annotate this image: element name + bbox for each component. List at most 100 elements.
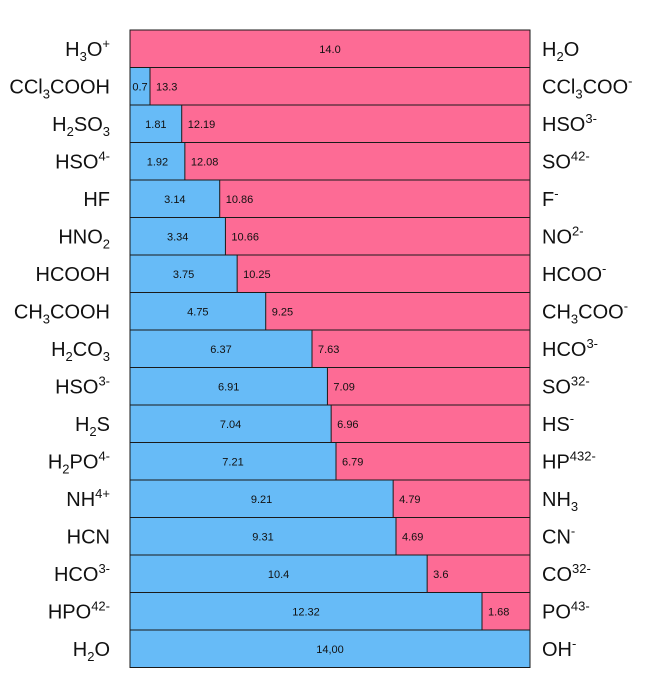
acid-bar <box>129 179 221 218</box>
acid-bar <box>129 367 328 406</box>
acid-value-label: 3.14 <box>164 194 185 206</box>
acid-formula-label: H2CO3 <box>51 339 110 364</box>
acid-bar <box>129 629 531 668</box>
base-formula-label: SO32- <box>542 373 590 398</box>
acid-formula-label: HCN <box>67 526 110 548</box>
base-value-label: 1.68 <box>488 606 509 618</box>
base-formula-label: NH3 <box>542 489 578 514</box>
acid-value-label: 0.7 <box>132 81 147 93</box>
chart-row: 10.4 3.6 HCO3- CO32- <box>54 554 591 593</box>
acid-value-label: 6.91 <box>218 381 239 393</box>
acid-value-label: 7.21 <box>222 456 243 468</box>
acid-value-label: 3.34 <box>167 231 188 243</box>
acid-formula-label: H2S <box>75 414 110 439</box>
chart-row: 3.14 10.86 HF F- <box>83 179 559 218</box>
chart-row: 6.91 7.09 HSO3- SO32- <box>55 367 590 406</box>
chart-row: 1.92 12.08 HSO4- SO42- <box>55 142 590 181</box>
base-value-label: 4.79 <box>399 494 420 506</box>
acid-formula-label: HCOOH <box>36 264 110 286</box>
base-value-label: 13.3 <box>156 81 177 93</box>
acid-formula-label: HCO3- <box>54 561 110 586</box>
acid-value-label: 14,00 <box>316 644 344 656</box>
acid-formula-label: H2PO4- <box>48 448 110 476</box>
chart-row: 3.34 10.66 HNO2 NO2- <box>58 217 584 256</box>
chart-row: 9.21 4.79 NH4+ NH3 <box>66 479 578 518</box>
acid-value-label: 6.37 <box>210 344 231 356</box>
base-value-label: 10.86 <box>226 194 254 206</box>
base-value-label: 6.79 <box>342 456 363 468</box>
base-formula-label: F- <box>542 186 559 211</box>
base-value-label: 6.96 <box>337 419 358 431</box>
acid-formula-label: NH4+ <box>66 486 110 511</box>
base-formula-label: HSO3- <box>542 111 597 136</box>
acid-formula-label: H3O+ <box>65 36 110 64</box>
acid-bar <box>129 329 313 368</box>
base-formula-label: CN- <box>542 523 575 548</box>
acid-bar <box>129 479 394 518</box>
base-value-label: 4.69 <box>402 531 423 543</box>
base-value-label: 12.08 <box>191 156 219 168</box>
chart-row: 6.37 7.63 H2CO3 HCO3- <box>51 329 598 368</box>
chart-row: 3.75 10.25 HCOOH HCOO- <box>36 254 606 293</box>
acid-formula-label: HPO42- <box>48 598 110 623</box>
acid-bar <box>129 517 397 556</box>
chart-row: 9.31 4.69 HCN CN- <box>67 517 575 556</box>
base-value-label: 9.25 <box>272 306 293 318</box>
acid-bar <box>129 217 226 256</box>
acid-formula-label: H2O <box>73 639 110 664</box>
acid-bar <box>129 404 332 443</box>
chart-row: 4.75 9.25 CH3COOH CH3COO- <box>14 292 628 331</box>
acid-formula-label: HF <box>83 189 110 211</box>
chart-row: 1.81 12.19 H2SO3 HSO3- <box>52 104 597 143</box>
base-bar <box>129 104 531 143</box>
base-formula-label: CH3COO- <box>542 298 628 326</box>
base-bar <box>129 29 531 68</box>
acid-value-label: 10.4 <box>268 569 289 581</box>
acid-formula-label: CH3COOH <box>14 301 110 326</box>
chart-row: 7.21 6.79 H2PO4- HP432- <box>48 442 596 481</box>
base-formula-label: CCl3COO- <box>542 73 632 101</box>
acid-value-label: 9.31 <box>252 531 273 543</box>
chart-row: 0.7 13.3 CCl3COOH CCl3COO- <box>9 67 632 106</box>
chart-row: 12.32 1.68 HPO42- PO43- <box>48 592 590 631</box>
acid-formula-label: H2SO3 <box>52 114 110 139</box>
base-value-label: 14.0 <box>319 44 340 56</box>
base-value-label: 10.66 <box>231 231 259 243</box>
acid-bar <box>129 554 428 593</box>
acid-value-label: 3.75 <box>173 269 194 281</box>
base-bar <box>129 67 531 106</box>
chart-row: 14,00 H2O OH- <box>73 629 576 668</box>
acid-value-label: 7.04 <box>220 419 241 431</box>
acid-bar <box>129 592 483 631</box>
base-formula-label: HP432- <box>542 448 596 473</box>
acid-value-label: 4.75 <box>187 306 208 318</box>
base-formula-label: PO43- <box>542 598 590 623</box>
acid-value-label: 1.81 <box>145 119 166 131</box>
acid-formula-label: HSO4- <box>55 148 110 173</box>
acid-bar <box>129 442 337 481</box>
acid-formula-label: HSO3- <box>55 373 110 398</box>
base-formula-label: HCO3- <box>542 336 598 361</box>
base-value-label: 12.19 <box>188 119 216 131</box>
chart-row: 7.04 6.96 H2S HS- <box>75 404 574 443</box>
chart-row: 14.0 H3O+ H2O <box>65 29 579 68</box>
acid-value-label: 12.32 <box>292 606 320 618</box>
base-formula-label: OH- <box>542 636 576 661</box>
base-value-label: 7.09 <box>333 381 354 393</box>
base-formula-label: SO42- <box>542 148 590 173</box>
acid-formula-label: CCl3COOH <box>9 76 110 101</box>
acid-formula-label: HNO2 <box>58 226 110 251</box>
base-value-label: 10.25 <box>243 269 271 281</box>
base-formula-label: NO2- <box>542 223 584 248</box>
base-formula-label: H2O <box>542 39 579 64</box>
base-formula-label: HCOO- <box>542 261 606 286</box>
base-value-label: 7.63 <box>318 344 339 356</box>
acid-value-label: 1.92 <box>147 156 168 168</box>
acid-value-label: 9.21 <box>251 494 272 506</box>
acid-bar <box>129 104 183 143</box>
base-formula-label: CO32- <box>542 561 591 586</box>
acid-bar <box>129 292 267 331</box>
base-formula-label: HS- <box>542 411 574 436</box>
base-value-label: 3.6 <box>433 569 448 581</box>
